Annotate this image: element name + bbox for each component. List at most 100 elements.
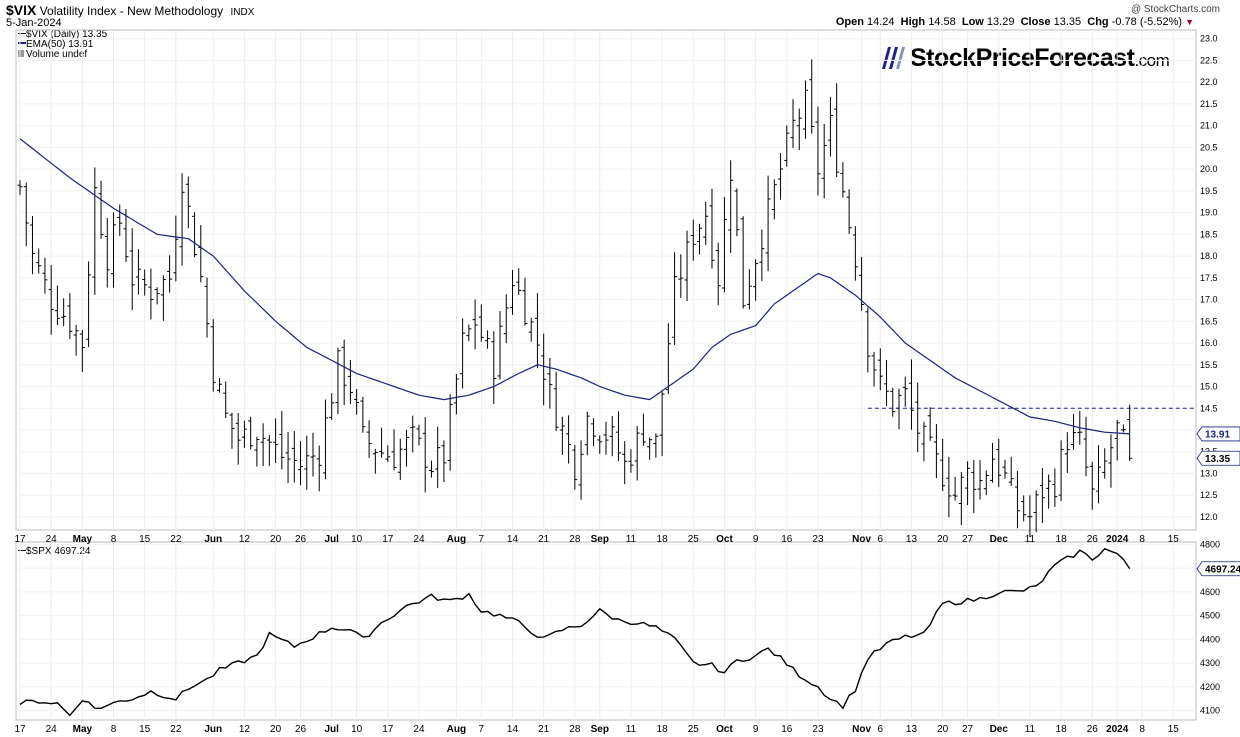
x-tick-label: 16 <box>781 724 793 735</box>
ohlc-bar <box>385 445 391 463</box>
spx-price-badge: 4697.24 <box>1196 561 1240 577</box>
x-tick-label: 23 <box>812 724 824 735</box>
ohlc-bar <box>516 268 522 295</box>
ohlc-bar <box>584 411 590 456</box>
ohlc-bar <box>266 435 272 466</box>
ohlc-bar <box>241 420 247 448</box>
ohlc-bar <box>709 188 715 269</box>
ohlc-bar <box>927 407 933 441</box>
x-tick-label: 17 <box>382 534 394 545</box>
x-tick-label: 15 <box>139 534 151 545</box>
ohlc-bar <box>566 415 572 464</box>
x-tick-label: 28 <box>569 724 581 735</box>
ohlc-bar <box>235 413 241 465</box>
x-tick-label: Dec <box>990 534 1009 545</box>
ohlc-bar <box>129 228 135 311</box>
y-tick-label: 22.5 <box>1200 55 1218 65</box>
y-tick-label: 4300 <box>1200 658 1220 668</box>
ohlc-bar <box>665 323 671 394</box>
x-tick-label: 22 <box>170 724 182 735</box>
y-tick-label: 4800 <box>1200 539 1220 549</box>
x-tick-label: 17 <box>14 534 26 545</box>
x-tick-label: Oct <box>716 534 733 545</box>
x-tick-label: 23 <box>812 534 824 545</box>
ohlc-bar <box>622 441 628 485</box>
ohlc-bar <box>715 242 721 306</box>
ohlc-bar <box>977 460 983 500</box>
x-tick-label: 6 <box>878 724 884 735</box>
ohlc-bar <box>117 204 123 236</box>
x-tick-label: 20 <box>937 534 949 545</box>
chg-label: Chg <box>1087 16 1109 28</box>
x-tick-label: 9 <box>753 724 759 735</box>
ohlc-bar <box>210 319 216 392</box>
ohlc-bar <box>697 223 703 255</box>
x-tick-label: 10 <box>351 724 363 735</box>
ohlc-bar <box>559 416 565 455</box>
x-tick-label: Nov <box>852 724 871 735</box>
ohlc-bar <box>908 359 914 430</box>
ohlc-bar <box>61 298 67 327</box>
ohlc-bar <box>1089 461 1095 510</box>
ohlc-bar <box>634 426 640 481</box>
ohlc-bar <box>42 257 48 294</box>
badge-shape <box>1196 450 1240 466</box>
ohlc-bar <box>965 461 971 506</box>
x-tick-label: 13 <box>906 534 918 545</box>
x-tick-label: 13 <box>906 724 918 735</box>
ohlc-bar <box>884 359 890 407</box>
ohlc-bar <box>753 259 759 301</box>
ohlc-bar <box>759 229 765 281</box>
y-tick-label: 20.0 <box>1200 164 1218 174</box>
ohlc-bar <box>360 396 366 433</box>
ohlc-bar <box>933 423 939 479</box>
ohlc-bar <box>541 333 547 406</box>
symbol: $VIX <box>6 2 37 18</box>
ohlc-bar <box>647 437 653 460</box>
y-tick-label: 14.5 <box>1200 403 1218 413</box>
ohlc-bar <box>341 339 347 406</box>
y-tick-label: 17.5 <box>1200 273 1218 283</box>
ohlc-bar <box>304 435 310 490</box>
ohlc-bar <box>260 423 266 467</box>
ohlc-bar <box>1071 413 1077 450</box>
ohlc-bar <box>672 252 678 345</box>
x-tick-label: 8 <box>111 724 117 735</box>
ohlc-bar <box>572 444 578 490</box>
ohlc-bar <box>802 80 808 139</box>
ohlc-bar <box>397 438 403 480</box>
ohlc-bar <box>285 431 291 484</box>
x-tick-label: 28 <box>569 534 581 545</box>
ohlc-bar <box>522 277 528 326</box>
close-label: Close <box>1020 16 1051 28</box>
ohlc-bar <box>734 188 740 237</box>
ohlc-bar <box>827 96 833 157</box>
x-tick-label: 24 <box>46 724 58 735</box>
ohlc-bar <box>996 438 1002 488</box>
x-tick-label: 27 <box>962 534 974 545</box>
ohlc-bar <box>192 212 198 258</box>
ohlc-bar <box>1127 404 1133 461</box>
ohlc-bar <box>859 256 865 311</box>
ohlc-bar <box>404 429 410 467</box>
high-label: High <box>900 16 926 28</box>
ohlc-bar <box>721 197 727 293</box>
ohlc-bar <box>615 411 621 462</box>
low-label: Low <box>961 16 984 28</box>
ohlc-bar <box>491 331 497 404</box>
ohlc-bar <box>173 215 179 282</box>
logo-text: StockPriceForecast <box>910 44 1135 72</box>
spx-panel-frame <box>15 541 1197 721</box>
bar-swatch-icon <box>18 50 24 57</box>
ohlc-bar <box>478 304 484 342</box>
y-tick-label: 13.0 <box>1200 468 1218 478</box>
price-panel-frame <box>15 29 1197 531</box>
ohlc-bar <box>896 388 902 430</box>
vix-y-axis: 12.012.513.013.514.014.515.015.516.016.5… <box>16 34 1218 522</box>
chart-date: 5-Jan-2024 <box>6 17 62 29</box>
ohlc-bar <box>703 201 709 245</box>
x-tick-label: 11 <box>626 724 637 735</box>
ohlc-bar <box>771 179 777 220</box>
ohlc-bar <box>971 459 977 514</box>
ohlc-bar <box>204 277 210 338</box>
